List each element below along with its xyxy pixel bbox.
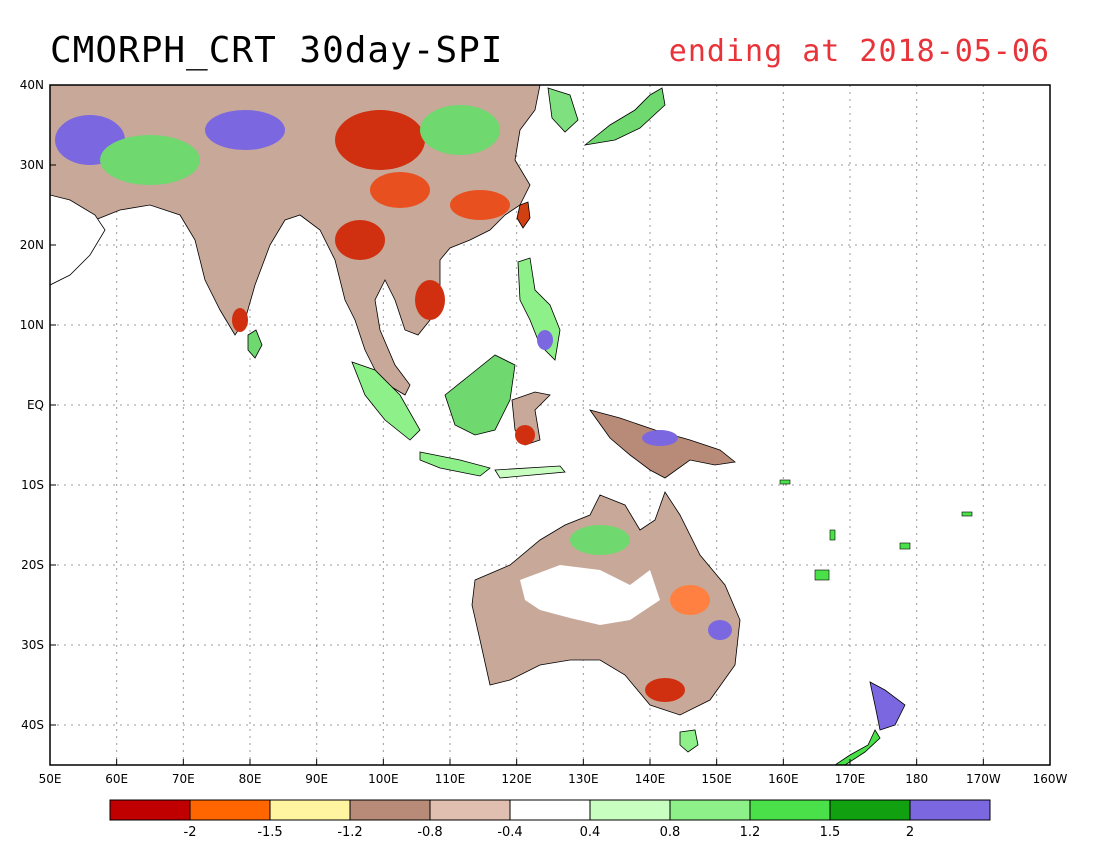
map-border [49,84,1051,766]
colorbar-swatch [509,799,591,821]
sumatra [351,361,421,441]
java [419,451,491,477]
latitude-tick-label: 10N [20,318,44,332]
map-title: CMORPH_CRT 30day-SPI [50,30,504,71]
colorbar-swatch [669,799,751,821]
longitude-tick-label: 110E [435,772,466,786]
colorbar-label: -0.4 [497,825,522,840]
longitude-tick-label: 160W [1033,772,1068,786]
taiwan [516,201,531,229]
longitude-tick-label: 100E [368,772,399,786]
colorbar-label: 2 [906,825,914,840]
tasmania [679,729,699,753]
longitude-tick-label: 80E [239,772,262,786]
lesser-sunda [494,465,566,479]
longitude-tick-label: 50E [39,772,62,786]
longitude-tick-label: 120E [501,772,532,786]
colorbar-label: -1.2 [337,825,362,840]
longitude-tick-label: 140E [635,772,666,786]
colorbar-label: 0.8 [660,825,681,840]
spi-anomaly-patches [55,105,732,702]
colorbar-label: -1.5 [257,825,282,840]
latitude-tick-label: 30N [20,158,44,172]
colorbar-label: 1.5 [820,825,841,840]
latitude-tick-label: 20N [20,238,44,252]
longitude-labels: 50E 60E 70E 80E 90E 100E 110E 120E 130E 140E 150E 1… [39,759,1068,786]
colorbar-swatch [909,799,991,821]
colorbar-label: 0.4 [580,825,601,840]
colorbar-label: -0.8 [417,825,442,840]
colorbar-label: 1.2 [740,825,761,840]
latitude-tick-label: 10S [21,478,44,492]
latitude-labels: 40N 30N 20N 10N EQ 10S 20S 30S 40S [20,78,56,732]
colorbar-swatch [429,799,511,821]
colorbar-swatch [749,799,831,821]
latitude-tick-label: 40N [20,78,44,92]
colorbar-swatch [109,799,191,821]
colorbar-label: -2 [184,825,197,840]
borneo [444,354,516,436]
pacific-islands [779,479,973,581]
longitude-tick-label: 150E [701,772,732,786]
colorbar-swatch [189,799,271,821]
latitude-tick-label: 20S [21,558,44,572]
land-layer [50,85,973,765]
colorbar-swatch [589,799,671,821]
longitude-tick-label: 170E [835,772,866,786]
japan [583,87,666,146]
korea [547,87,579,133]
longitude-tick-label: 70E [172,772,195,786]
longitude-tick-label: 60E [105,772,128,786]
australia-interior [520,565,660,625]
colorbar: -2 -1.5 -1.2 -0.8 -0.4 0.4 0.8 1.2 1.5 2 [109,799,991,840]
new-zealand-north [869,681,906,731]
sri-lanka [247,329,263,359]
colorbar-swatch [349,799,431,821]
latitude-tick-label: 40S [21,718,44,732]
arabia-landmass [50,194,106,286]
longitude-tick-label: 160E [768,772,799,786]
colorbar-swatch [829,799,911,821]
longitude-tick-label: 180 [905,772,928,786]
latitude-tick-label: EQ [27,398,44,412]
colorbar-swatch [269,799,351,821]
longitude-tick-label: 90E [305,772,328,786]
latitude-tick-label: 30S [21,638,44,652]
longitude-tick-label: 170W [966,772,1001,786]
new-zealand-south [834,729,881,765]
map-date-subtitle: ending at 2018-05-06 [668,34,1050,69]
longitude-tick-label: 130E [568,772,599,786]
